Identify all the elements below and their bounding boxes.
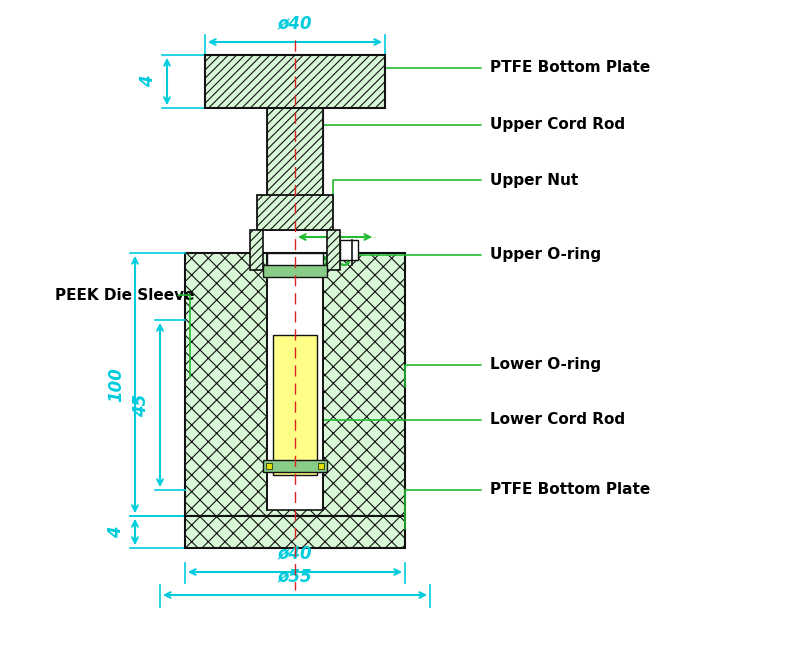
Text: 100: 100 bbox=[107, 367, 125, 402]
Bar bbox=[205, 55, 385, 108]
Text: PEEK Die Sleeve: PEEK Die Sleeve bbox=[55, 288, 194, 303]
Text: 45: 45 bbox=[132, 393, 150, 417]
Bar bbox=[257, 195, 333, 230]
Text: 4: 4 bbox=[107, 526, 125, 538]
Text: Lower Cord Rod: Lower Cord Rod bbox=[490, 413, 625, 428]
Bar bbox=[250, 230, 263, 270]
Text: ø40: ø40 bbox=[278, 544, 312, 562]
Bar bbox=[327, 230, 340, 270]
Text: ø55: ø55 bbox=[278, 567, 312, 585]
Bar bbox=[267, 253, 323, 510]
Text: PTFE Bottom Plate: PTFE Bottom Plate bbox=[490, 61, 650, 76]
Text: Upper Nut: Upper Nut bbox=[490, 172, 578, 188]
Bar bbox=[340, 240, 358, 260]
Text: Upper O-ring: Upper O-ring bbox=[490, 247, 601, 263]
Bar bbox=[185, 253, 405, 516]
Text: ø15: ø15 bbox=[318, 251, 352, 269]
Bar bbox=[263, 265, 327, 277]
Bar bbox=[318, 463, 324, 469]
Text: Lower O-ring: Lower O-ring bbox=[490, 357, 601, 372]
Text: PTFE Bottom Plate: PTFE Bottom Plate bbox=[490, 482, 650, 497]
Bar bbox=[267, 253, 323, 268]
Text: ø40: ø40 bbox=[278, 14, 312, 32]
Text: Upper Cord Rod: Upper Cord Rod bbox=[490, 118, 625, 132]
Bar bbox=[267, 108, 323, 230]
Bar bbox=[263, 460, 327, 472]
Text: 4: 4 bbox=[139, 76, 157, 88]
Bar bbox=[273, 335, 317, 475]
Bar bbox=[185, 516, 405, 548]
Bar bbox=[266, 463, 272, 469]
